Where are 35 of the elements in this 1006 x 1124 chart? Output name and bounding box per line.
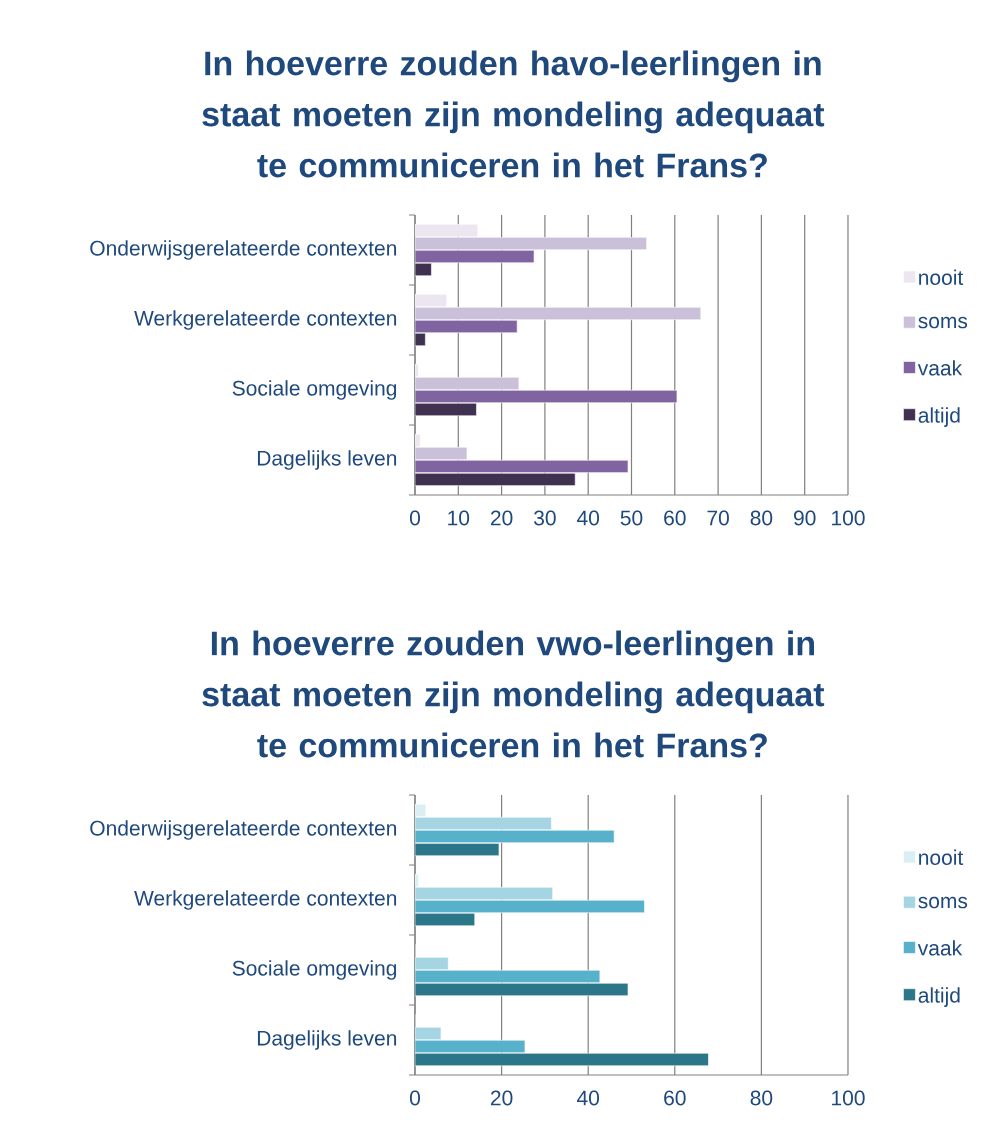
- x-tick-label: 0: [409, 510, 421, 526]
- x-tick-label: 50: [620, 510, 643, 526]
- x-tick-label: 30: [534, 510, 556, 526]
- legend-label: vaak: [917, 360, 963, 376]
- y-tick-label: Onderwijsgerelateerde contexten: [90, 240, 397, 260]
- x-tick-label: 80: [750, 510, 773, 526]
- y-tick-label: Onderwijsgerelateerde contexten: [90, 820, 397, 840]
- y-tick-label: Sociale omgeving: [232, 380, 397, 400]
- x-tick-label: 0: [409, 1090, 421, 1106]
- legend-label: soms: [918, 896, 968, 909]
- legend-label: nooit: [919, 849, 964, 866]
- legend-label: soms: [918, 316, 968, 329]
- x-tick-label: 60: [664, 1090, 686, 1106]
- y-tick-label: Werkgerelateerde contexten: [134, 890, 397, 910]
- chart-title: In hoeverre zouden havo-leerlingen in staat moeten zijn mondeling adequaat te communiceren in het Frans?: [202, 50, 825, 178]
- y-tick-label: Werkgerelateerde contexten: [134, 310, 397, 330]
- x-tick-label: 40: [577, 510, 600, 526]
- x-tick-label: 90: [794, 510, 816, 526]
- y-tick-label: Sociale omgeving: [232, 960, 397, 980]
- x-tick-label: 80: [750, 1090, 773, 1106]
- x-tick-label: 70: [707, 510, 729, 526]
- y-tick-label: Dagelijks leven: [257, 450, 397, 470]
- legend-label: altijd: [918, 407, 960, 427]
- y-tick-label: Dagelijks leven: [257, 1030, 397, 1050]
- x-tick-label: 100: [832, 1090, 865, 1106]
- legend-label: altijd: [918, 987, 960, 1007]
- chart-title: In hoeverre zouden vwo-leerlingen in staat moeten zijn mondeling adequaat te communiceren in het Frans?: [202, 630, 825, 758]
- x-tick-label: 10: [448, 510, 470, 526]
- legend-label: vaak: [917, 940, 963, 956]
- x-tick-label: 20: [490, 510, 513, 526]
- x-tick-label: 20: [490, 1090, 513, 1106]
- x-tick-label: 100: [832, 510, 865, 526]
- x-tick-label: 40: [577, 1090, 600, 1106]
- x-tick-label: 60: [664, 510, 686, 526]
- legend-label: nooit: [919, 269, 964, 286]
